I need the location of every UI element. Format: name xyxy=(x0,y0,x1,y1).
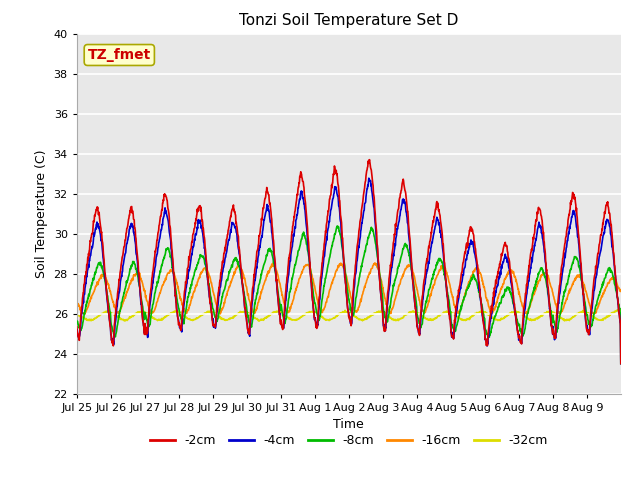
X-axis label: Time: Time xyxy=(333,418,364,431)
Title: Tonzi Soil Temperature Set D: Tonzi Soil Temperature Set D xyxy=(239,13,458,28)
Y-axis label: Soil Temperature (C): Soil Temperature (C) xyxy=(35,149,48,278)
Legend: -2cm, -4cm, -8cm, -16cm, -32cm: -2cm, -4cm, -8cm, -16cm, -32cm xyxy=(145,429,553,452)
Text: TZ_fmet: TZ_fmet xyxy=(88,48,151,62)
